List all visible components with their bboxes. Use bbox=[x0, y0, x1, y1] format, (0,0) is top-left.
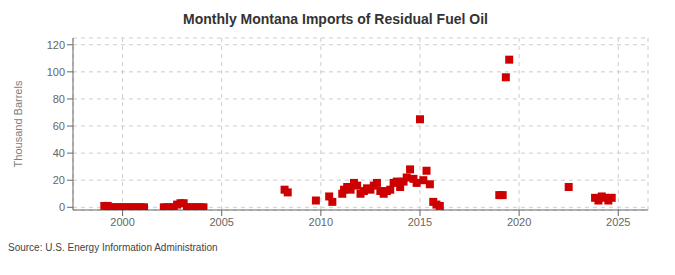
html-text:Source: U.S. Energy Informatio: Source: U.S. Energy Information Administ… bbox=[8, 242, 218, 253]
svg-text:2005: 2005 bbox=[209, 216, 233, 228]
svg-text:120: 120 bbox=[47, 39, 65, 51]
html-text:Monthly Montana Imports of Res: Monthly Montana Imports of Residual Fuel… bbox=[183, 11, 488, 27]
svg-text:40: 40 bbox=[53, 147, 65, 159]
svg-text:100: 100 bbox=[47, 66, 65, 78]
svg-text:2010: 2010 bbox=[309, 216, 333, 228]
svg-text:80: 80 bbox=[53, 93, 65, 105]
svg-text:2015: 2015 bbox=[408, 216, 432, 228]
svg-text:Thousand Barrels: Thousand Barrels bbox=[12, 80, 24, 167]
svg-text:60: 60 bbox=[53, 120, 65, 132]
svg-text:2020: 2020 bbox=[507, 216, 531, 228]
svg-text:0: 0 bbox=[59, 201, 65, 213]
svg-text:20: 20 bbox=[53, 174, 65, 186]
svg-text:2000: 2000 bbox=[110, 216, 134, 228]
svg-text:2025: 2025 bbox=[606, 216, 630, 228]
